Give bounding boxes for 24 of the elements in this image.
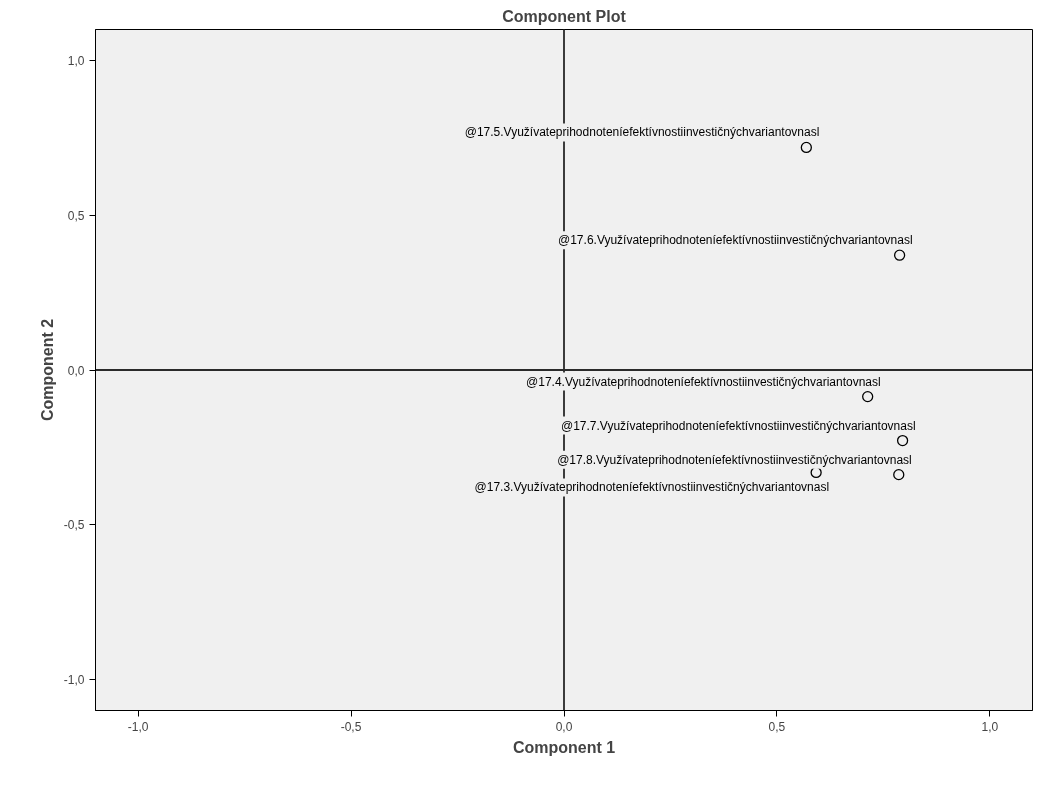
x-tick-label: -1,0 [127,719,149,734]
y-tick-label: -1,0 [63,673,85,688]
chart-title: Component Plot [502,7,627,25]
y-tick-label: 0,0 [67,363,85,378]
point [862,390,874,403]
y-tick-label: 0,5 [67,208,85,223]
x-tick-label: 1,0 [981,719,999,734]
y-tick-label: -0,5 [63,518,85,533]
annotation: @17.4.Využívateprihodnoteníefektívnostiinvestičnýchvariantovnasl [526,374,881,389]
point [893,468,905,481]
point [893,249,906,261]
y-tick-label: 1,0 [67,53,85,68]
annotation: @17.7.Využívateprihodnoteníefektívnostiinvestičnýchvariantovnasl [560,418,916,433]
annotation: @17.5.Využívateprihodnoteníefektívnostiinvestičnýchvariantovnasl [464,125,820,140]
x-tick-label: 0,0 [555,719,573,734]
annotation: @17.3.Využívateprihodnoteníefektívnostiinvestičnýchvariantovnasl [474,480,830,495]
x-axis-title: Component 1 [512,738,616,756]
annotation: @17.6.Využívateprihodnoteníefektívnostiinvestičnýchvariantovnasl [558,233,913,248]
y-axis-title: Component 2 [38,318,56,422]
point [896,434,909,447]
x-tick-label: -0,5 [340,719,362,734]
annotation: @17.8.Využívateprihodnoteníefektívnostiinvestičnýchvariantovnasl [557,452,912,467]
x-tick-label: 0,5 [768,719,786,734]
point [800,141,812,154]
